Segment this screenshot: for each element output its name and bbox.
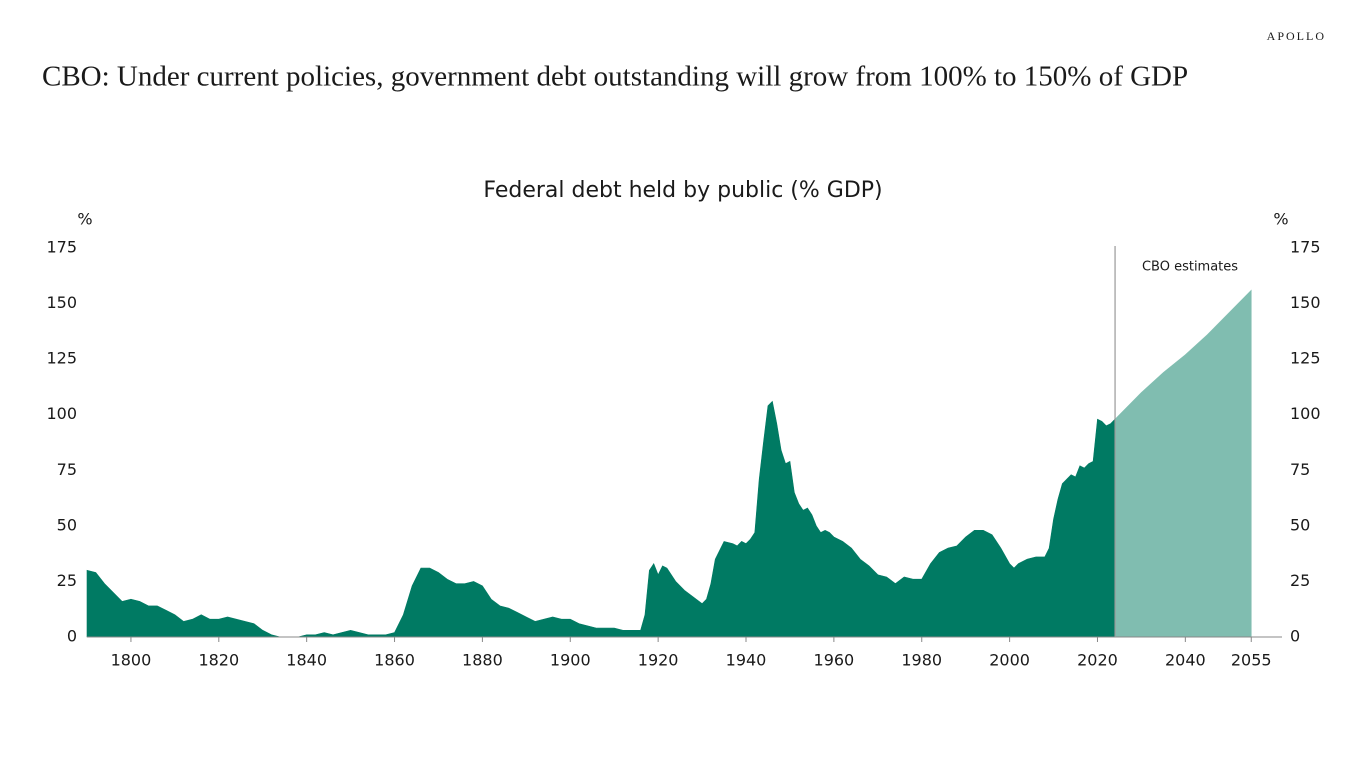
x-tick-label: 1900 <box>550 651 591 670</box>
x-tick-label: 1920 <box>638 651 679 670</box>
y-tick-label: 175 <box>46 238 77 257</box>
y2-tick-label: 75 <box>1290 460 1310 479</box>
y2-tick-label: 0 <box>1290 627 1300 646</box>
y2-tick-label: 125 <box>1290 349 1321 368</box>
brand: APOLLO <box>1267 29 1326 43</box>
y-tick-label: 125 <box>46 349 77 368</box>
y-tick-label: 150 <box>46 293 77 312</box>
y2-tick-label: 150 <box>1290 293 1321 312</box>
annotation: CBO estimates <box>1142 260 1238 275</box>
y2-tick-label: 50 <box>1290 515 1310 534</box>
area <box>1114 289 1252 638</box>
x-tick-label: 1860 <box>374 651 415 670</box>
y-tick-label: 25 <box>57 571 77 590</box>
y2-axis-label: % <box>1273 210 1288 229</box>
area <box>86 400 1116 638</box>
chart-title: CBO: Under current policies, government … <box>42 61 1188 93</box>
x-tick-label: 1940 <box>726 651 767 670</box>
x-tick-label: 2020 <box>1077 651 1118 670</box>
x-tick-label: 1980 <box>901 651 942 670</box>
x-tick-label: 1880 <box>462 651 503 670</box>
y-axis-label: % <box>77 210 92 229</box>
y-tick-label: 100 <box>46 404 77 423</box>
x-tick-label: 1960 <box>814 651 855 670</box>
y2-tick-label: 25 <box>1290 571 1310 590</box>
y-tick-label: 75 <box>57 460 77 479</box>
x-tick-label: 1820 <box>198 651 239 670</box>
x-tick-label: 1800 <box>111 651 152 670</box>
y-tick-label: 50 <box>57 515 77 534</box>
y2-tick-label: 175 <box>1290 238 1321 257</box>
x-tick-label: 2055 <box>1231 651 1272 670</box>
x-tick-label: 2000 <box>989 651 1030 670</box>
x-tick-label: 2040 <box>1165 651 1206 670</box>
y-tick-label: 0 <box>67 627 77 646</box>
y2-tick-label: 100 <box>1290 404 1321 423</box>
x-tick-label: 1840 <box>286 651 327 670</box>
chart-subtitle: Federal debt held by public (% GDP) <box>483 178 882 203</box>
